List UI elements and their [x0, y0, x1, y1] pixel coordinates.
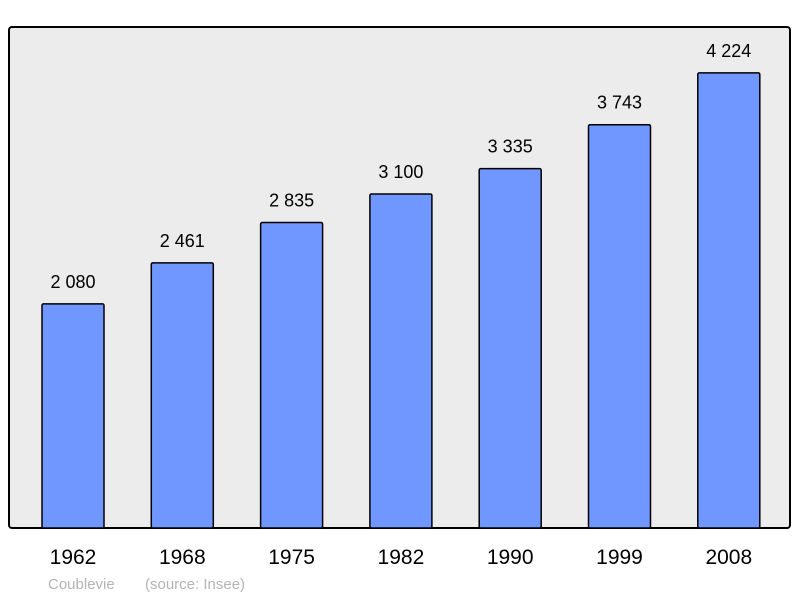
- bar-1975: [259, 221, 324, 529]
- x-tick-label-1968: 1968: [159, 546, 206, 569]
- value-label-1982: 3 100: [378, 162, 423, 182]
- x-tick-label-1975: 1975: [268, 546, 315, 569]
- value-label-1968: 2 461: [160, 231, 205, 251]
- bar-1968: [150, 262, 215, 529]
- footer-source: (source: Insee): [145, 576, 245, 593]
- x-tick-label-1962: 1962: [50, 546, 97, 569]
- bar-1982: [369, 193, 433, 529]
- x-tick-label-1999: 1999: [596, 546, 643, 569]
- bar-2008: [697, 72, 761, 529]
- x-tick-label-1982: 1982: [378, 546, 425, 569]
- bar-1990: [478, 167, 542, 529]
- value-label-1962: 2 080: [50, 272, 95, 292]
- x-tick-label-2008: 2008: [705, 546, 752, 569]
- value-label-1999: 3 743: [597, 93, 642, 113]
- bar-1999: [587, 123, 652, 529]
- x-tick-label-1990: 1990: [487, 546, 534, 569]
- bar-1962: [41, 303, 105, 529]
- value-label-1990: 3 335: [488, 137, 533, 157]
- value-label-1975: 2 835: [269, 191, 314, 211]
- footer-place: Coublevie: [48, 576, 115, 593]
- value-label-2008: 4 224: [706, 41, 751, 61]
